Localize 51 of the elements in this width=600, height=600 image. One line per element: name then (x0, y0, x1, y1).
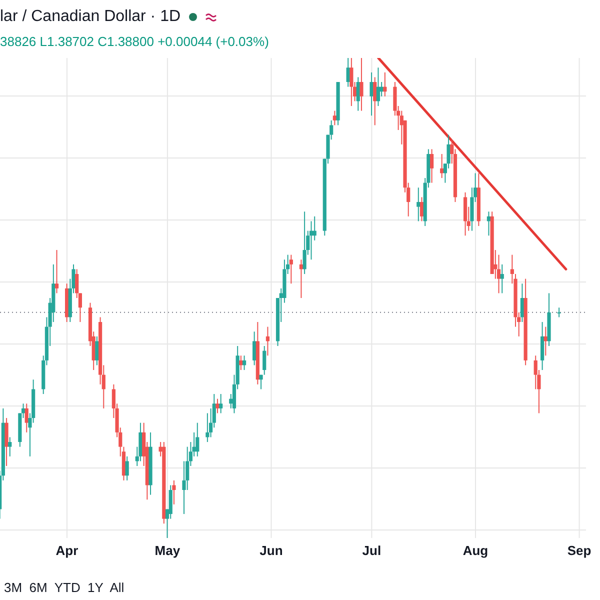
candlestick (299, 259, 304, 298)
candlestick (370, 72, 374, 116)
candlestick (266, 326, 270, 356)
candlestick (4, 418, 8, 466)
text: 3M 6M YTD 1Y All (4, 580, 124, 595)
candlestick (168, 484, 172, 520)
candlestick (138, 422, 142, 462)
candlestick (252, 331, 256, 366)
candlestick (420, 196, 424, 222)
chart-title: lar / Canadian Dollar · 1D (0, 8, 181, 26)
candlestick (373, 76, 377, 126)
candlestick (540, 322, 544, 370)
candlestick (496, 254, 501, 294)
candlestick (239, 355, 243, 370)
candlestick (360, 58, 364, 112)
candlestick (302, 211, 306, 274)
candlestick (172, 480, 176, 505)
candlestick (219, 394, 223, 414)
candlestick (557, 307, 561, 318)
candlestick (8, 436, 12, 457)
candlestick (262, 346, 266, 376)
candlestick (312, 216, 316, 241)
candlestick (500, 264, 504, 294)
candlestick (440, 154, 444, 178)
text: 38826 L1.38702 C1.38800 +0.00044 (+0.03%) (0, 34, 269, 49)
candlestick (350, 58, 354, 106)
candlestick (430, 148, 434, 184)
x-tick-label: Sep (567, 543, 592, 558)
x-tick-label: Jul (362, 543, 382, 558)
candlestick (206, 412, 210, 442)
candlestick (259, 374, 263, 390)
x-tick-label: May (154, 543, 181, 558)
candlestick (54, 250, 59, 294)
candlestick (95, 336, 99, 366)
candlestick (486, 211, 491, 236)
candlestick (376, 67, 380, 106)
candlestick (309, 220, 314, 260)
x-tick-label: Jun (260, 543, 283, 558)
candlestick (463, 192, 468, 236)
candlestick (24, 403, 28, 433)
candlestick (125, 456, 129, 481)
candlestick (216, 398, 220, 414)
candlestick (520, 283, 524, 322)
candlestick (416, 187, 420, 222)
candlestick (242, 355, 246, 370)
x-tick-label: Apr (56, 543, 78, 558)
candlestick (446, 134, 450, 169)
candlestick (383, 72, 387, 97)
candlestick (196, 422, 200, 457)
x-tick-label: Aug (462, 543, 488, 558)
candlestick (289, 254, 293, 284)
